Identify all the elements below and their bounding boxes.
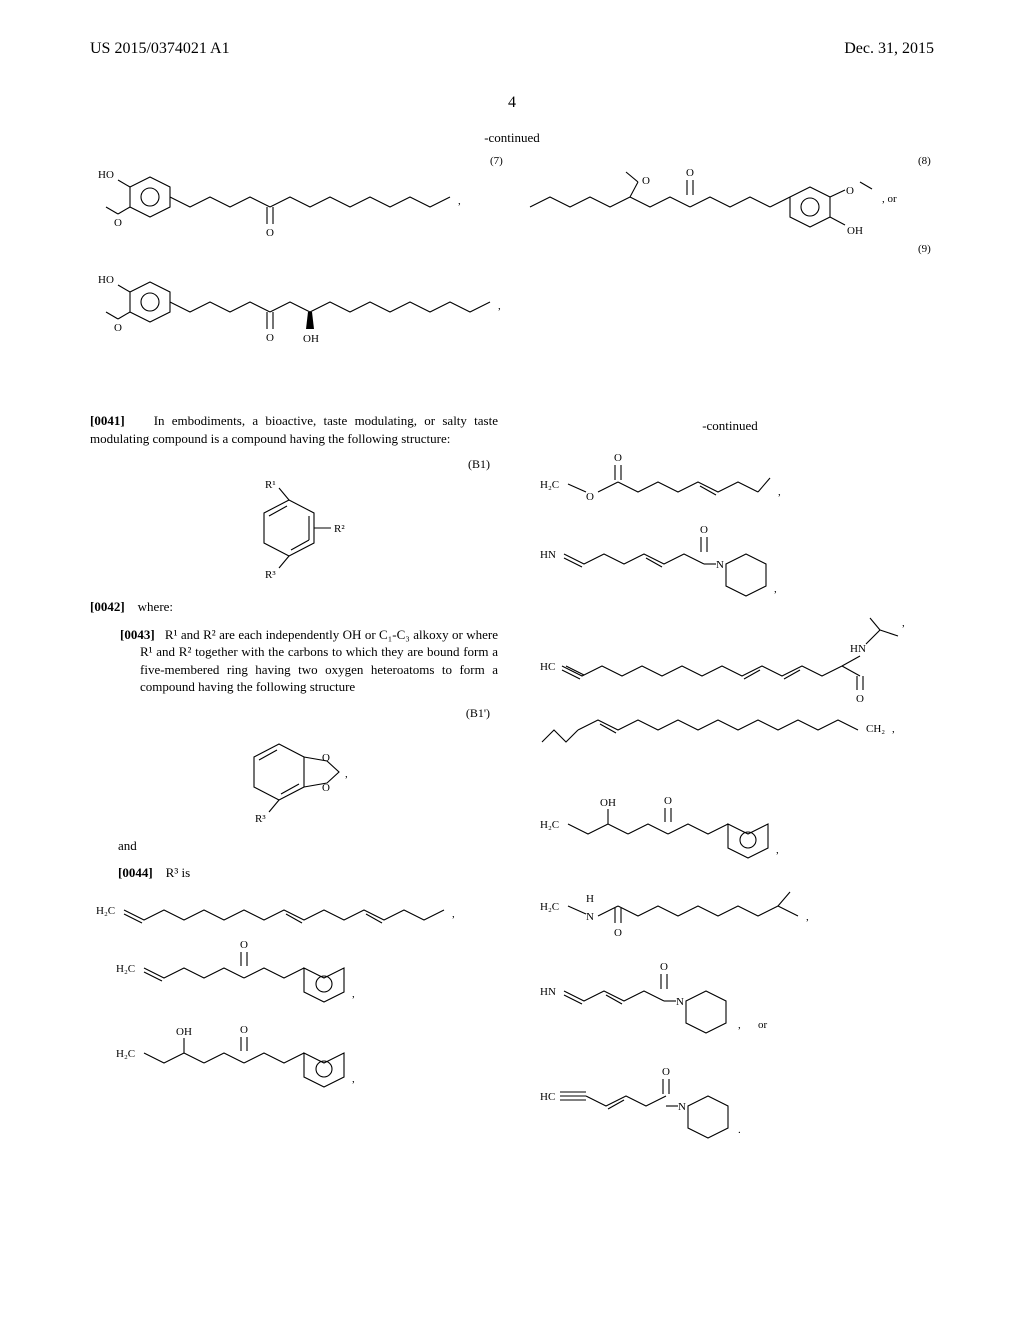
svg-text:O: O <box>686 167 694 179</box>
svg-text:N: N <box>678 1101 686 1113</box>
para-num-0041: [0041] <box>90 413 125 428</box>
svg-text:, or: , or <box>882 193 897 205</box>
svg-text:H₂C: H₂C <box>96 905 115 917</box>
svg-text:OH: OH <box>847 225 863 237</box>
para-0042-text: where: <box>138 599 173 614</box>
svg-text:O: O <box>664 795 672 807</box>
para-num-0043: [0043] <box>120 627 155 642</box>
svg-text:O: O <box>642 175 650 187</box>
r3-options-right: H₂C O O , HN O N <box>530 440 930 1190</box>
svg-text:O: O <box>614 927 622 939</box>
page-header: US 2015/0374021 A1 Dec. 31, 2015 <box>90 40 934 58</box>
right-column: -continued H₂C O O , HN <box>526 412 934 1200</box>
svg-text:OH: OH <box>600 797 616 809</box>
svg-text:N: N <box>716 559 724 571</box>
publication-number: US 2015/0374021 A1 <box>90 40 230 58</box>
svg-text:R³: R³ <box>255 813 266 825</box>
svg-text:H₂C: H₂C <box>540 479 559 491</box>
svg-text:,: , <box>498 300 501 312</box>
svg-text:(9): (9) <box>918 243 931 255</box>
svg-text:R¹: R¹ <box>265 479 276 491</box>
svg-text:O: O <box>660 961 668 973</box>
left-column: [0041] In embodiments, a bioactive, tast… <box>90 412 498 1200</box>
continued-label-top: -continued <box>90 130 934 146</box>
svg-text:,: , <box>806 911 809 923</box>
svg-text:HN: HN <box>850 643 866 655</box>
structure-b1: R¹ R² R³ <box>209 478 379 588</box>
and-text: and <box>90 837 498 855</box>
structure-b1p: O O R³ , <box>209 727 379 827</box>
svg-text:,: , <box>352 988 355 1000</box>
para-num-0042: [0042] <box>90 599 125 614</box>
label-b1p: (B1') <box>90 706 498 721</box>
svg-text:O: O <box>586 491 594 503</box>
svg-text:O: O <box>662 1066 670 1078</box>
svg-text:O: O <box>614 452 622 464</box>
svg-text:O: O <box>846 185 854 197</box>
svg-text:,: , <box>352 1073 355 1085</box>
svg-text:O: O <box>240 939 248 951</box>
svg-text:O: O <box>266 332 274 344</box>
svg-text:O: O <box>114 217 122 229</box>
svg-text:N: N <box>676 996 684 1008</box>
svg-text:(8): (8) <box>918 155 931 167</box>
r3-options-left: H₂C , H₂C O , H₂C <box>94 892 494 1162</box>
svg-text:,: , <box>892 723 895 735</box>
para-0041-text: In embodiments, a bioactive, taste modul… <box>90 413 498 446</box>
page-number: 4 <box>90 94 934 112</box>
continued-label-right: -continued <box>526 418 934 434</box>
svg-text:OH: OH <box>303 333 319 345</box>
svg-text:HC: HC <box>540 661 555 673</box>
svg-text:H₂C: H₂C <box>540 901 559 913</box>
svg-text:,: , <box>458 195 461 207</box>
para-0044: [0044] R³ is <box>90 864 498 882</box>
svg-text:O: O <box>266 227 274 239</box>
para-0043-text: R¹ and R² are each independently OH or C… <box>140 627 498 695</box>
svg-text:(7): (7) <box>490 155 503 167</box>
para-0041: [0041] In embodiments, a bioactive, tast… <box>90 412 498 447</box>
svg-text:R²: R² <box>334 523 345 535</box>
svg-text:HO: HO <box>98 274 114 286</box>
svg-text:,: , <box>776 844 779 856</box>
svg-text:H₂C: H₂C <box>540 819 559 831</box>
top-structures-svg: (7) HO O O , (8) O O <box>90 152 934 402</box>
publication-date: Dec. 31, 2015 <box>844 40 934 58</box>
svg-text:O: O <box>240 1024 248 1036</box>
svg-text:,: , <box>902 617 905 629</box>
svg-text:OH: OH <box>176 1026 192 1038</box>
svg-text:O: O <box>322 782 330 794</box>
svg-text:.: . <box>738 1124 741 1136</box>
svg-text:H₂C: H₂C <box>116 1048 135 1060</box>
svg-text:H₂C: H₂C <box>116 963 135 975</box>
svg-text:,: , <box>345 768 348 780</box>
svg-text:HN: HN <box>540 986 556 998</box>
svg-text:O: O <box>322 752 330 764</box>
svg-text:O: O <box>700 524 708 536</box>
content-columns: [0041] In embodiments, a bioactive, tast… <box>90 412 934 1200</box>
svg-text:CH₂: CH₂ <box>866 723 885 735</box>
para-0042: [0042] where: <box>90 598 498 616</box>
svg-text:or: or <box>758 1019 768 1031</box>
label-b1: (B1) <box>90 457 498 472</box>
svg-text:O: O <box>856 693 864 705</box>
svg-text:O: O <box>114 322 122 334</box>
svg-text:R³: R³ <box>265 569 276 581</box>
svg-text:HN: HN <box>540 549 556 561</box>
para-0043: [0043] R¹ and R² are each independently … <box>90 626 498 696</box>
svg-text:,: , <box>778 486 781 498</box>
para-0044-text: R³ is <box>166 865 191 880</box>
svg-text:,: , <box>738 1019 741 1031</box>
svg-text:HC: HC <box>540 1091 555 1103</box>
svg-text:,: , <box>774 583 777 595</box>
svg-text:H: H <box>586 893 594 905</box>
svg-text:,: , <box>452 908 455 920</box>
para-num-0044: [0044] <box>118 865 153 880</box>
svg-text:N: N <box>586 911 594 923</box>
svg-text:HO: HO <box>98 169 114 181</box>
